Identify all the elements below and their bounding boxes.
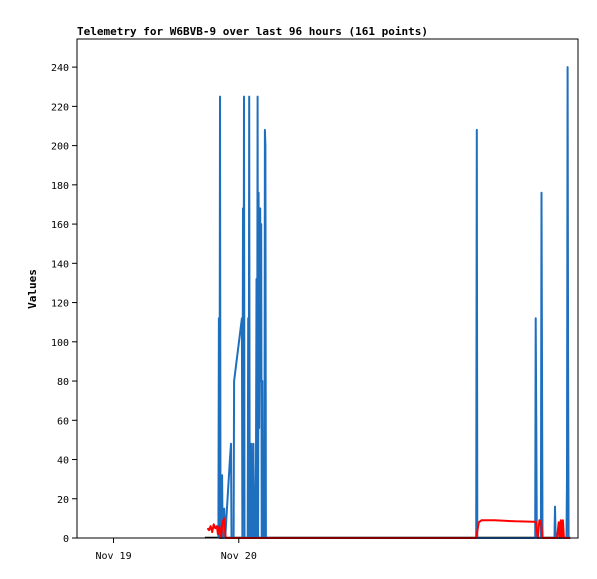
y-tick-label: 80 bbox=[57, 377, 69, 388]
y-tick-label: 160 bbox=[51, 220, 69, 231]
y-tick-label: 120 bbox=[51, 299, 69, 310]
y-tick-label: 220 bbox=[51, 102, 69, 113]
y-tick-label: 20 bbox=[57, 495, 69, 506]
y-tick-label: 0 bbox=[63, 534, 69, 545]
y-axis-label: Values bbox=[26, 269, 39, 309]
y-tick-label: 40 bbox=[57, 456, 69, 467]
chart-title: Telemetry for W6BVB-9 over last 96 hours… bbox=[77, 25, 428, 38]
y-tick-label: 200 bbox=[51, 142, 69, 153]
y-tick-label: 100 bbox=[51, 338, 69, 349]
x-tick-label: Nov 20 bbox=[221, 551, 257, 562]
series-line-red bbox=[206, 517, 571, 539]
y-tick-label: 60 bbox=[57, 416, 69, 427]
x-tick-label: Nov 19 bbox=[95, 551, 131, 562]
plot-frame bbox=[76, 38, 579, 539]
y-tick-label: 140 bbox=[51, 259, 69, 270]
y-tick-label: 180 bbox=[51, 181, 69, 192]
x-axis-ticks: Nov 19 Nov 20 bbox=[95, 538, 257, 562]
y-axis: 0 20 40 60 80 100 120 140 160 180 200 220 240 bbox=[51, 63, 77, 545]
y-tick-label: 240 bbox=[51, 63, 69, 74]
